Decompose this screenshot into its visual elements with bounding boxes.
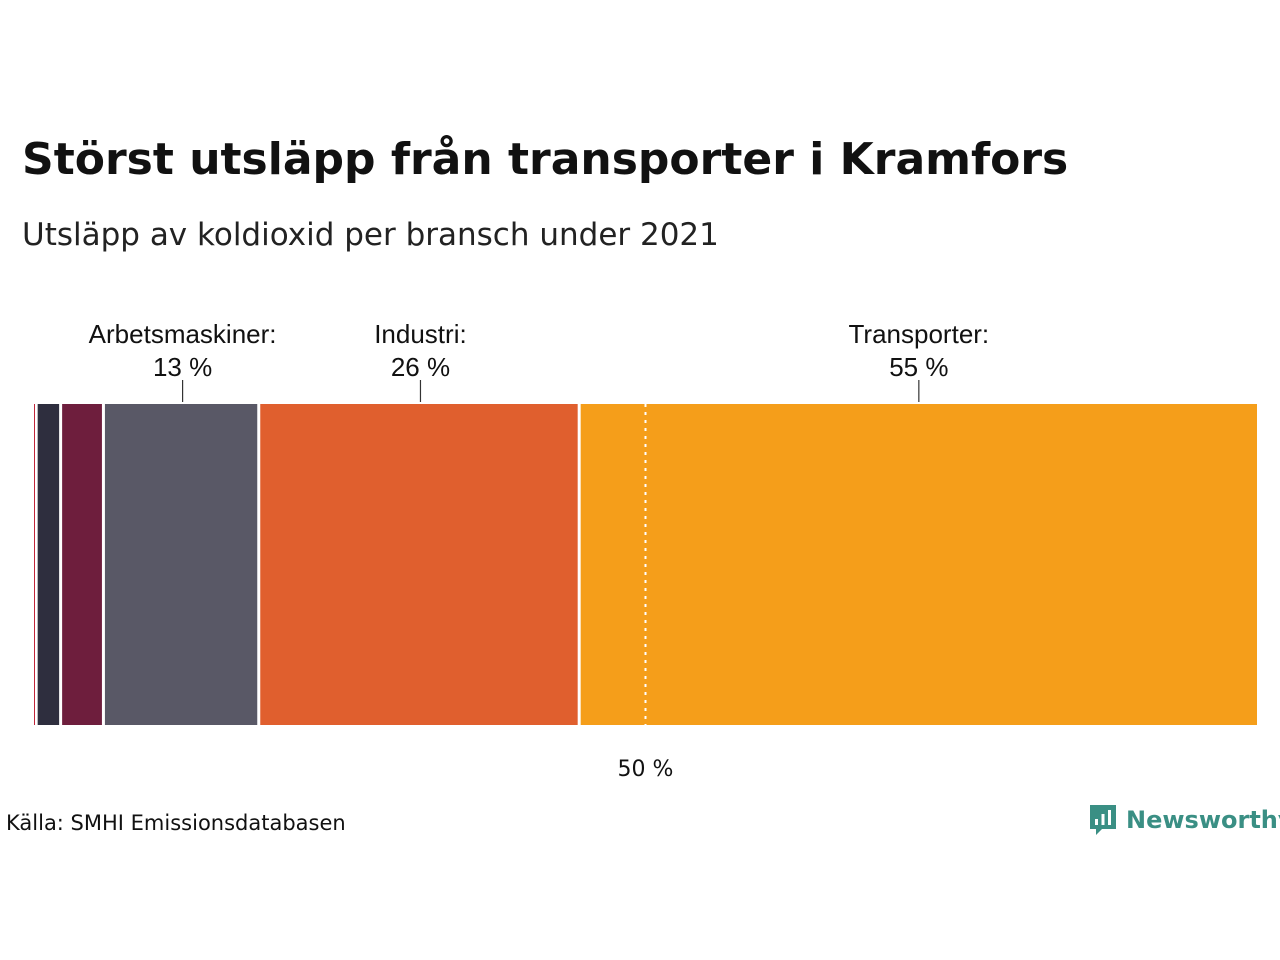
bar-chart-speech-bubble-icon [1090, 805, 1116, 835]
bar-segment-1 [37, 404, 60, 725]
chart-title: Störst utsläpp från transporter i Kramfo… [22, 134, 1069, 185]
brand-logo: Newsworthy [1088, 803, 1280, 837]
stacked-bar-chart: Arbetsmaskiner:13 % Industri:26 % Transpor… [34, 319, 1257, 782]
chart-subtitle: Utsläpp av koldioxid per bransch under 2… [22, 217, 719, 253]
segment-value-label-5: 55 % [889, 352, 948, 382]
bar-segment-5 [580, 404, 1257, 725]
reference-line-label: 50 % [618, 757, 674, 782]
source-note: Källa: SMHI Emissionsdatabasen [6, 811, 346, 835]
segment-label-4: Industri: [374, 319, 467, 349]
bar-segment-0 [34, 404, 35, 725]
segment-value-label-3: 13 % [153, 352, 212, 382]
bar-segment-3 [104, 404, 258, 725]
bar-segment-2 [62, 404, 102, 725]
brand-name: Newsworthy [1126, 806, 1280, 834]
segment-value-label-4: 26 % [391, 352, 450, 382]
segment-label-5: Transporter: [849, 319, 990, 349]
segment-label-3: Arbetsmaskiner: [89, 319, 277, 349]
bar-segment-4 [260, 404, 578, 725]
